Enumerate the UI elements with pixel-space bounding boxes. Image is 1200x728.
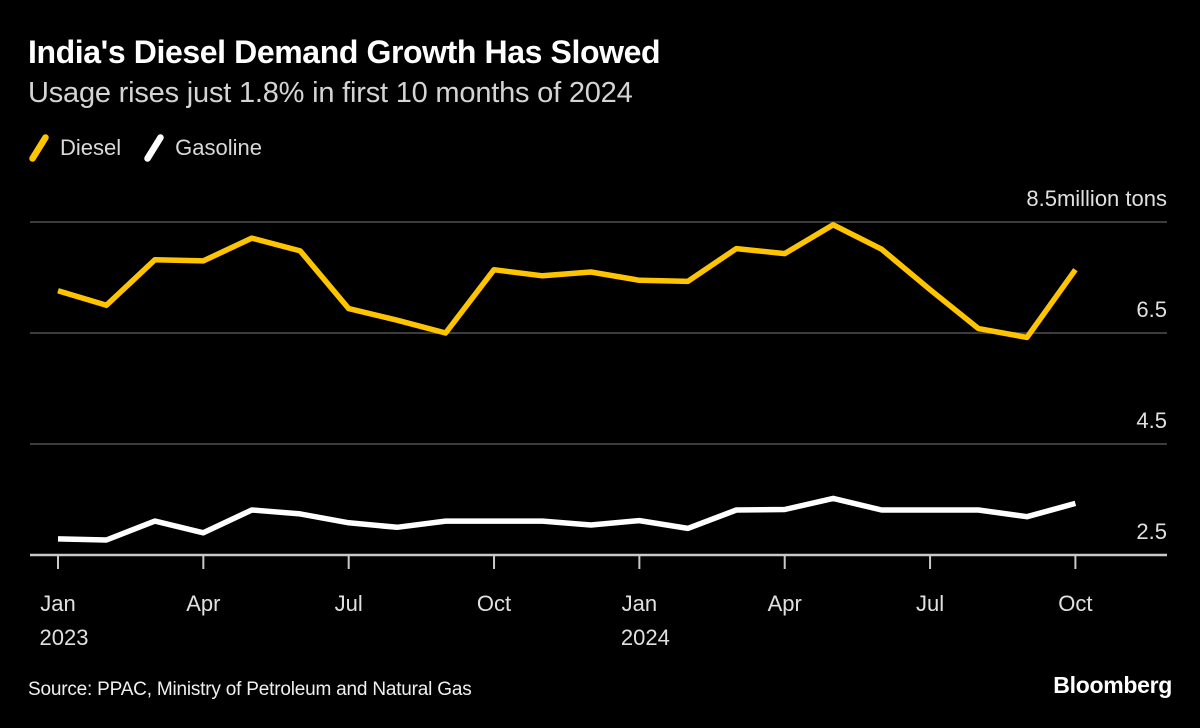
y-axis-label: 6.5 <box>1136 297 1167 322</box>
gasoline-slash-stroke <box>144 134 164 162</box>
gasoline-line <box>57 495 1077 543</box>
x-axis-year-label: 2024 <box>621 625 670 650</box>
diesel-slash-icon <box>29 134 49 162</box>
x-axis-label: Apr <box>186 591 220 616</box>
x-axis-label: Jan <box>40 591 75 616</box>
chart-subtitle: Usage rises just 1.8% in first 10 months… <box>28 77 633 109</box>
diesel-line <box>57 222 1078 341</box>
source-text: Source: PPAC, Ministry of Petroleum and … <box>28 679 472 700</box>
x-axis-label: Jul <box>335 591 363 616</box>
legend: Diesel Gasoline <box>28 132 262 164</box>
legend-item-diesel: Diesel <box>28 133 121 163</box>
gasoline-slash-icon <box>144 134 164 162</box>
bloomberg-logo: Bloomberg <box>1053 672 1172 698</box>
y-axis-label: 8.5million tons <box>1026 186 1167 211</box>
diesel-slash-stroke <box>29 134 49 162</box>
x-axis-label: Jan <box>622 591 657 616</box>
y-axis-label: 4.5 <box>1136 408 1167 433</box>
legend-label-diesel: Diesel <box>60 135 122 160</box>
x-axis-label: Jul <box>916 591 944 616</box>
x-axis-label: Apr <box>768 591 802 616</box>
y-axis-label: 2.5 <box>1136 519 1167 544</box>
x-axis-label: Oct <box>1058 591 1092 616</box>
x-axis-year-label: 2023 <box>40 625 89 650</box>
legend-item-gasoline: Gasoline <box>143 133 262 163</box>
legend-label-gasoline: Gasoline <box>175 135 262 160</box>
chart-title: India's Diesel Demand Growth Has Slowed <box>28 34 661 70</box>
x-axis-label: Oct <box>477 591 511 616</box>
